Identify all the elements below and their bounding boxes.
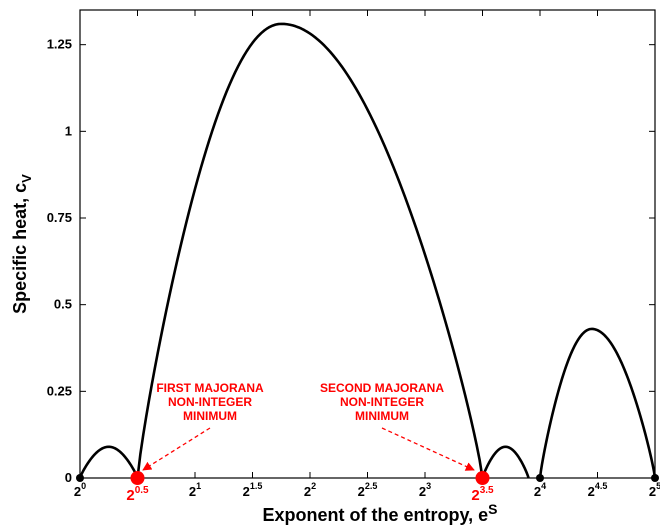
x-tick-exponent: 3 [426, 481, 431, 491]
x-tick-label: 23 [419, 481, 431, 499]
series-arc [78, 445, 139, 479]
annotation-line: FIRST MAJORANA [156, 381, 264, 395]
x-tick-exponent: 5 [656, 481, 660, 491]
annotation-arrow [142, 427, 211, 471]
y-axis-title-main: Specific heat, c [10, 183, 30, 314]
annotation-label: FIRST MAJORANA NON-INTEGER MINIMUM [156, 381, 264, 423]
minimum-marker-red [475, 471, 490, 485]
x-tick-exponent: 0 [81, 481, 86, 491]
x-tick-base: 2 [419, 484, 426, 499]
series-curve [78, 22, 657, 479]
x-tick-base: 2 [588, 484, 595, 499]
minimum-marker [536, 474, 544, 482]
y-tick-label: 0 [65, 470, 72, 485]
x-tick-base: 2 [649, 484, 656, 499]
annotation-label: SECOND MAJORANA NON-INTEGER MINIMUM [320, 381, 444, 423]
y-axis-title: Specific heat, cV [10, 174, 34, 314]
x-tick-exponent: 2.5 [365, 481, 378, 491]
x-tick-label: 20.5 [126, 485, 149, 504]
x-tick-label: 22.5 [358, 481, 378, 499]
x-tick-exponent: 4.5 [595, 481, 608, 491]
x-axis-title-sup: S [488, 501, 497, 517]
annotation-line: SECOND MAJORANA [320, 381, 444, 395]
x-tick-exponent: 1.5 [250, 481, 263, 491]
y-ticks: 0 0.25 0.5 0.75 1 1.25 [47, 37, 655, 485]
annotation-line: MINIMUM [355, 409, 409, 423]
markers [76, 471, 659, 485]
x-tick-base: 2 [358, 484, 365, 499]
x-tick-label: 24 [534, 481, 546, 499]
x-tick-exponent: 4 [541, 481, 546, 491]
annotation-line: NON-INTEGER [340, 395, 424, 409]
x-tick-label: 23.5 [471, 485, 494, 504]
annotation-arrow [381, 427, 475, 471]
series-arc [136, 22, 484, 479]
x-tick-base: 2 [74, 484, 81, 499]
x-tick-label: 21.5 [243, 481, 263, 499]
x-axis-title: Exponent of the entropy, eS [262, 501, 497, 525]
x-tick-label: 24.5 [588, 481, 608, 499]
x-tick-base: 2 [126, 487, 134, 504]
minimum-marker-red [130, 471, 145, 485]
series-arc [538, 327, 657, 479]
x-tick-base: 2 [243, 484, 250, 499]
x-tick-exponent: 2 [311, 481, 316, 491]
x-tick-label: 25 [649, 481, 660, 499]
annotation-line: MINIMUM [183, 409, 237, 423]
x-tick-base: 2 [189, 484, 196, 499]
x-axis-title-main: Exponent of the entropy, e [262, 505, 488, 525]
y-tick-label: 0.75 [47, 210, 72, 225]
x-tick-label: 22 [304, 481, 316, 499]
x-tick-base: 2 [304, 484, 311, 499]
y-tick-label: 1.25 [47, 37, 72, 52]
y-tick-label: 0.25 [47, 383, 72, 398]
series-arc [481, 445, 530, 479]
annotation-line: NON-INTEGER [168, 395, 252, 409]
x-tick-exponent: 0.5 [135, 485, 149, 496]
x-tick-base: 2 [471, 487, 479, 504]
minimum-marker [76, 474, 84, 482]
y-tick-label: 1 [65, 123, 72, 138]
x-tick-label: 20 [74, 481, 86, 499]
x-tick-base: 2 [534, 484, 541, 499]
y-tick-label: 0.5 [54, 297, 72, 312]
y-axis-title-sub: V [19, 174, 34, 183]
x-tick-exponent: 3.5 [480, 485, 494, 496]
x-tick-exponent: 1 [196, 481, 201, 491]
x-tick-label: 21 [189, 481, 201, 499]
minimum-marker [651, 474, 659, 482]
